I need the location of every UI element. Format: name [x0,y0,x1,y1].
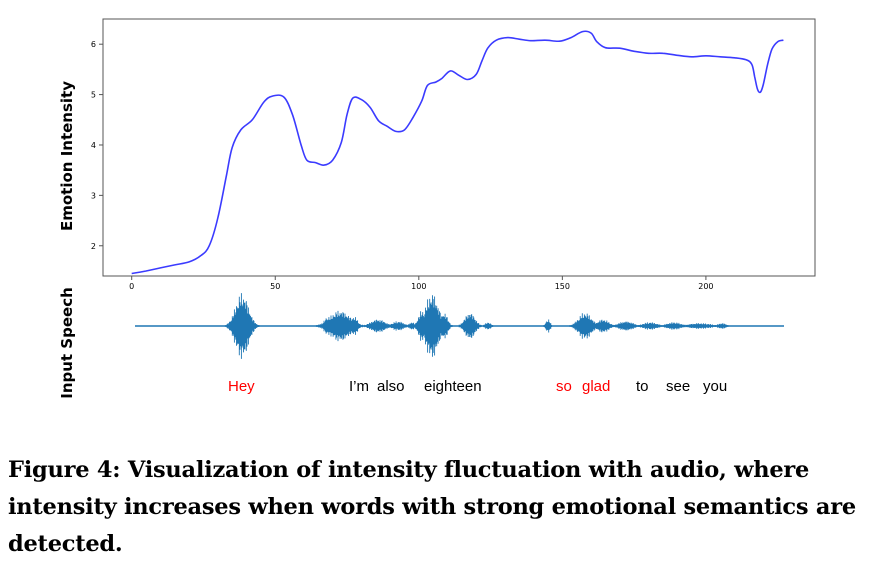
y-tick-label: 2 [91,242,96,251]
x-tick-label: 50 [270,282,280,291]
y-tick-label: 3 [91,191,96,200]
waveform-bursts [223,293,731,359]
speech-waveform [223,293,731,359]
y-tick-label: 4 [91,141,96,150]
speech-label: Input Speech [58,287,76,399]
emotion-intensity-line [131,30,784,275]
word-eighteen: eighteen [424,378,482,395]
x-axis-ticks: 0 50 100 150 200 [129,276,714,291]
x-tick-label: 100 [411,282,426,291]
figure-caption: Figure 4: Visualization of intensity flu… [8,457,856,557]
x-tick-label: 0 [129,282,134,291]
word-also: also [377,378,405,395]
word-to: to [636,378,649,395]
word-hey: Hey [228,378,255,395]
y-tick-label: 6 [91,40,96,49]
x-tick-label: 200 [698,282,713,291]
word-so: so [556,378,572,395]
word-you: you [703,378,727,395]
y-axis-ticks: 2 3 4 5 6 [91,40,103,251]
word-glad: glad [582,378,610,395]
x-tick-label: 150 [555,282,570,291]
y-tick-label: 5 [91,91,96,100]
plot-frame [102,18,816,277]
word-im: I’m [349,378,369,395]
word-see: see [666,378,690,395]
y-axis-label: Emotion Intensity [58,81,76,231]
